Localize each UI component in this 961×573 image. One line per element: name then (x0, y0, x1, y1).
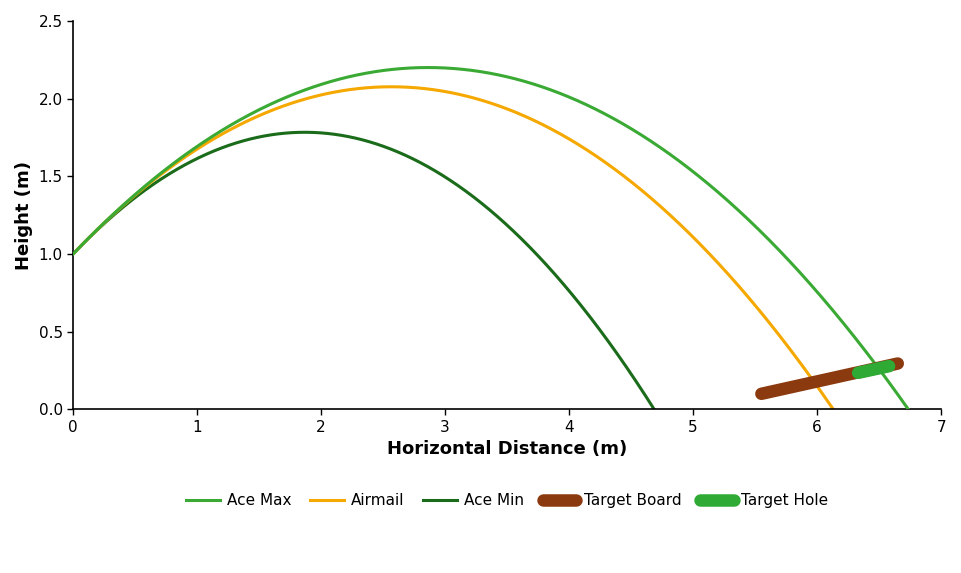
Airmail (67, 250, 79, 257)
Airmail (385, 83, 397, 90)
Ace Max (452, 65, 463, 72)
X-axis label: Horizontal Distance (m): Horizontal Distance (m) (387, 440, 628, 458)
Airmail (827, 406, 839, 413)
Ace Min (350, 135, 361, 142)
Y-axis label: Height (m): Height (m) (15, 160, 33, 270)
Ace Min (649, 406, 660, 413)
Airmail (666, 214, 678, 221)
Ace Min (631, 380, 643, 387)
Ace Min (525, 245, 536, 252)
Ace Max (474, 68, 485, 75)
Airmail (806, 375, 818, 382)
Target Board (892, 360, 903, 367)
Ace Max (726, 201, 737, 207)
Airmail (805, 375, 817, 382)
Ace Min (334, 132, 346, 139)
Target Board (755, 390, 767, 397)
Line: Target Board: Target Board (761, 363, 898, 394)
Ace Min (97, 221, 109, 228)
Target Hole (883, 363, 895, 370)
Airmail (417, 85, 429, 92)
Airmail (106, 212, 117, 219)
Line: Airmail: Airmail (73, 87, 833, 409)
Line: Target Hole: Target Hole (858, 366, 889, 373)
Ace Max (422, 64, 433, 71)
Ace Max (110, 209, 121, 215)
Target Hole (852, 370, 864, 376)
Line: Ace Min: Ace Min (73, 132, 654, 409)
Line: Ace Max: Ace Max (73, 68, 908, 409)
Legend: Ace Max, Airmail, Ace Min, Target Board, Target Hole: Ace Max, Airmail, Ace Min, Target Board,… (180, 487, 834, 514)
Ace Min (631, 380, 643, 387)
Ace Max (878, 373, 890, 380)
Ace Min (299, 129, 310, 136)
Airmail (437, 88, 449, 95)
Ace Max (878, 372, 890, 379)
Ace Min (67, 250, 79, 257)
Ace Max (67, 250, 79, 257)
Ace Max (902, 406, 914, 413)
